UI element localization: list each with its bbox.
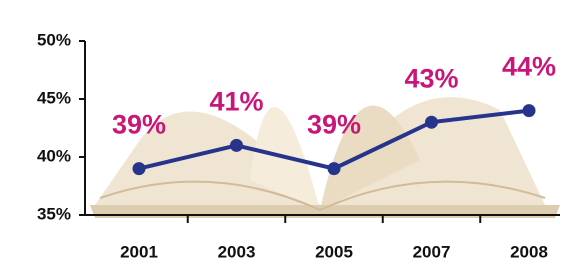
value-label: 43% xyxy=(404,63,458,93)
point xyxy=(523,104,536,117)
y-tick-label: 40% xyxy=(37,146,71,165)
value-label: 39% xyxy=(307,110,361,140)
y-tick-label: 35% xyxy=(37,204,71,223)
value-label: 39% xyxy=(112,110,166,140)
x-tick-label: 2007 xyxy=(413,242,451,261)
value-label: 41% xyxy=(209,87,263,117)
point xyxy=(425,116,438,129)
x-tick-label: 2005 xyxy=(315,242,353,261)
value-label: 44% xyxy=(502,52,556,82)
x-tick-label: 2003 xyxy=(218,242,256,261)
chart: 35% 40% 45% 50% 2001 2003 2005 2007 2008 39% 41% 39… xyxy=(0,0,571,267)
point xyxy=(328,162,341,175)
point xyxy=(230,139,243,152)
page: {"chart_data": {"type": "line", "categor… xyxy=(0,0,571,267)
y-tick-label: 50% xyxy=(37,30,71,49)
x-tick-label: 2008 xyxy=(510,242,548,261)
point xyxy=(133,162,146,175)
y-tick-label: 45% xyxy=(37,88,71,107)
x-tick-label: 2001 xyxy=(120,242,158,261)
